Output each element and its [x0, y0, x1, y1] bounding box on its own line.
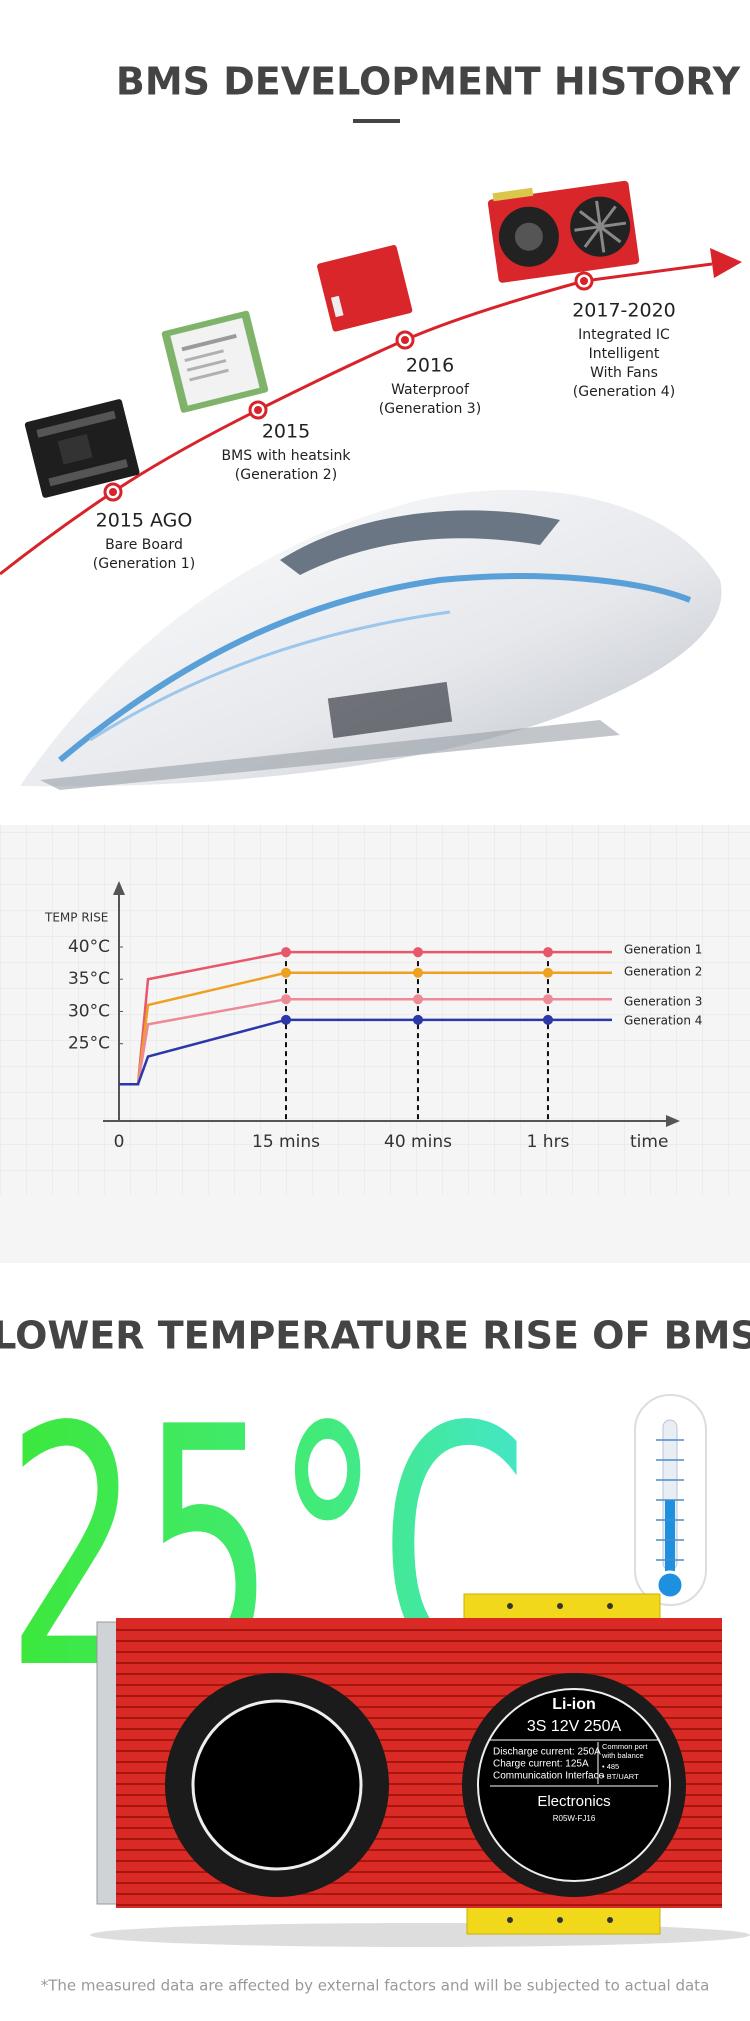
label-line: • BT/UART	[602, 1772, 639, 1781]
y-axis-arrow	[113, 881, 125, 895]
label-line: • 485	[602, 1762, 619, 1771]
label-line: Charge current: 125A	[493, 1759, 589, 1770]
label-line: Common port	[602, 1742, 648, 1751]
timeline-caption: Bare Board	[105, 537, 183, 553]
gen3-board	[317, 245, 413, 332]
x-axis-label: time	[630, 1132, 668, 1152]
bms-board	[90, 1593, 750, 1947]
timeline-arrow	[710, 248, 742, 278]
y-tick-label: 25°C	[68, 1034, 110, 1054]
timeline-labels: 2015 AGO Bare Board (Generation 1) 2015 BMS …	[93, 300, 676, 573]
series-marker	[543, 967, 553, 978]
thermometer	[634, 1394, 707, 1606]
footnote: *The measured data are affected by exter…	[41, 1977, 710, 1995]
timeline-caption: With Fans	[590, 365, 658, 381]
label-line: Communication Interface	[493, 1771, 605, 1782]
series-marker	[413, 967, 423, 978]
y-axis-label: TEMP RISE	[44, 911, 108, 925]
y-tick-label: 40°C	[68, 937, 110, 957]
train-illustration	[20, 489, 722, 790]
gen4-board	[487, 180, 640, 283]
chart-grid-texture	[0, 825, 750, 1195]
series-marker	[543, 994, 553, 1005]
x-axis-arrow	[666, 1115, 680, 1127]
timeline-caption: (Generation 1)	[93, 556, 195, 572]
x-tick-label: 0	[114, 1132, 125, 1152]
timeline-caption: BMS with heatsink	[222, 448, 352, 464]
x-tick-label: 1 hrs	[527, 1132, 570, 1152]
series-marker	[413, 947, 423, 958]
label-model: R05W-FJ16	[553, 1814, 596, 1823]
gen1-board	[24, 399, 140, 498]
title-underline	[353, 119, 400, 123]
series-marker	[413, 994, 423, 1005]
series-marker	[413, 1014, 423, 1025]
gen2-board	[161, 310, 269, 413]
section-title: LOWER TEMPERATURE RISE OF BMS	[0, 1314, 750, 1358]
timeline-dots	[103, 271, 594, 502]
series-marker	[543, 947, 553, 958]
series-marker	[281, 947, 291, 958]
timeline-year: 2017-2020	[572, 300, 676, 322]
series-marker	[281, 967, 291, 978]
timeline-caption: (Generation 3)	[379, 401, 481, 417]
timeline-caption: Intelligent	[589, 346, 660, 362]
label-line: Discharge current: 250A	[493, 1747, 601, 1758]
timeline-year: 2015 AGO	[96, 510, 193, 532]
label-brand: Electronics	[537, 1793, 610, 1810]
timeline-caption: Integrated IC	[578, 327, 670, 343]
legend-label: Generation 1	[624, 943, 702, 957]
series-marker	[281, 994, 291, 1005]
series-marker	[281, 1014, 291, 1025]
x-tick-label: 15 mins	[252, 1132, 320, 1152]
legend-label: Generation 2	[624, 964, 702, 978]
legend-label: Generation 3	[624, 995, 702, 1009]
legend-label: Generation 4	[624, 1013, 702, 1027]
timeline-caption: (Generation 2)	[235, 467, 337, 483]
chart: TEMP RISE time 40°C 35°C 30°C 25°C 0 15 mins 40 …	[44, 881, 702, 1152]
timeline-caption: (Generation 4)	[573, 384, 675, 400]
timeline-year: 2015	[262, 421, 310, 443]
label-spec: 3S 12V 250A	[527, 1718, 622, 1735]
timeline-year: 2016	[406, 355, 454, 377]
timeline-caption: Waterproof	[391, 382, 470, 398]
series-marker	[543, 1014, 553, 1025]
y-tick-label: 35°C	[68, 969, 110, 989]
x-tick-label: 40 mins	[384, 1132, 452, 1152]
label-line: with balance	[601, 1751, 644, 1760]
y-tick-label: 30°C	[68, 1001, 110, 1021]
page-title: BMS DEVELOPMENT HISTORY	[116, 60, 741, 104]
label-chemistry: Li-ion	[552, 1696, 596, 1713]
